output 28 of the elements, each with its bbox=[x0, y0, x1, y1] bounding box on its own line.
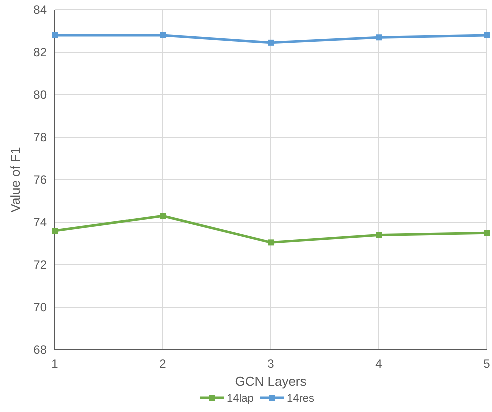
point bbox=[268, 240, 274, 246]
point bbox=[160, 32, 166, 38]
point bbox=[376, 232, 382, 238]
y-tick-label: 82 bbox=[34, 46, 48, 60]
y-tick-label: 78 bbox=[34, 130, 48, 145]
point bbox=[52, 228, 58, 234]
y-tick-label: 74 bbox=[34, 216, 48, 230]
point bbox=[268, 40, 274, 46]
x-axis-title: GCN Layers bbox=[235, 374, 308, 389]
point bbox=[484, 32, 490, 38]
point bbox=[160, 213, 166, 220]
y-tick-label: 84 bbox=[34, 3, 48, 18]
legend-label: 14res bbox=[287, 393, 316, 405]
point bbox=[484, 230, 490, 236]
y-tick-label: 76 bbox=[34, 173, 48, 188]
y-tick-label: 80 bbox=[34, 88, 48, 102]
point bbox=[52, 32, 58, 38]
y-axis-title: Value of F1 bbox=[8, 147, 23, 213]
x-tick-label: 2 bbox=[160, 357, 167, 371]
legend-label: 14lap bbox=[227, 393, 254, 405]
x-tick-label: 1 bbox=[52, 357, 59, 371]
x-tick-label: 4 bbox=[376, 357, 383, 371]
point bbox=[376, 34, 382, 41]
x-tick-label: 5 bbox=[484, 357, 491, 371]
y-tick-label: 72 bbox=[34, 258, 48, 272]
x-tick-label: 3 bbox=[268, 357, 275, 371]
y-tick-label: 68 bbox=[34, 343, 48, 358]
y-tick-label: 70 bbox=[34, 300, 48, 315]
